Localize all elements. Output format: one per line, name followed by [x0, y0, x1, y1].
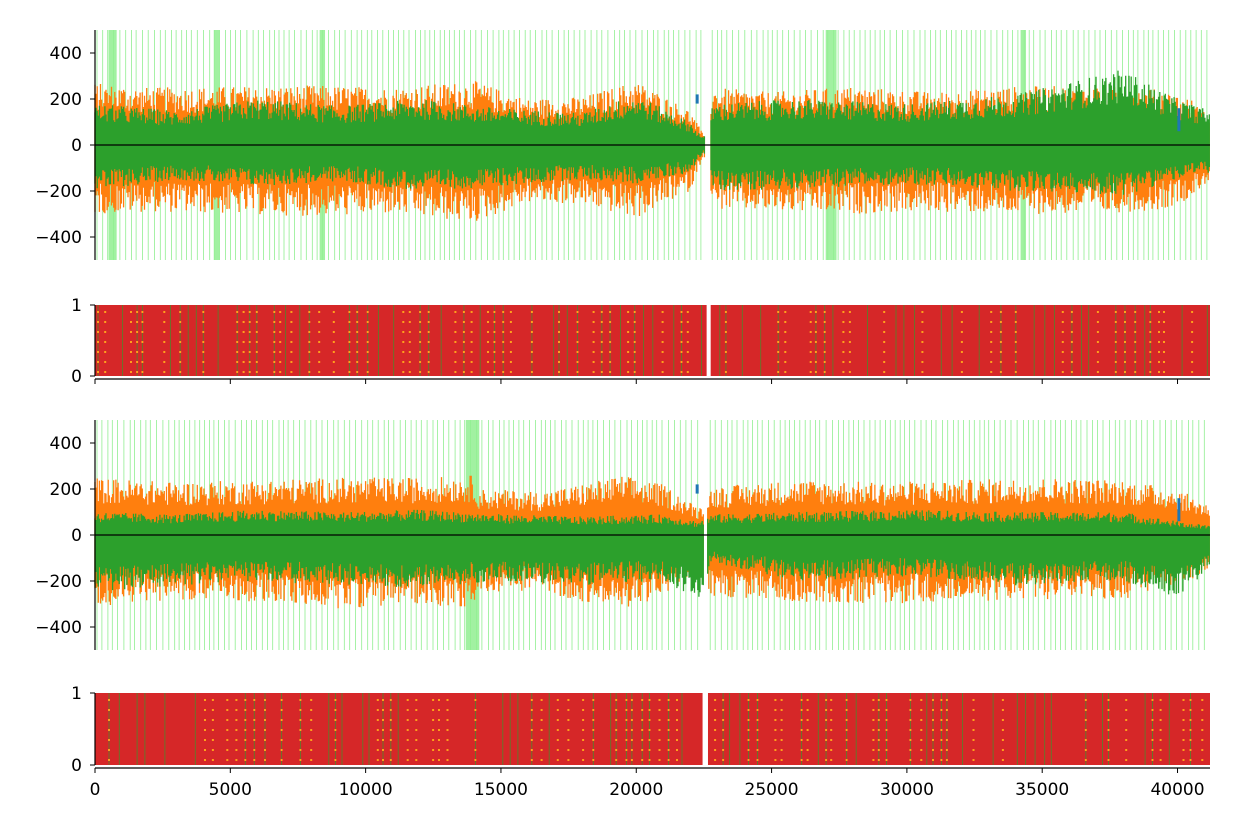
x-tick-label: 25000	[745, 780, 799, 800]
x-tick-label: 20000	[609, 780, 663, 800]
y-tick-label: 0	[71, 136, 82, 156]
panel-1: 400 200 0 −200 −400	[35, 30, 1210, 260]
x-tick-label: 5000	[209, 780, 252, 800]
y-tick-label: 1	[71, 684, 82, 704]
panel-2: 10	[71, 296, 1210, 387]
binary-green-lines	[97, 305, 1208, 376]
x-tick-label: 0	[90, 780, 101, 800]
x-tick-label: 40000	[1150, 780, 1204, 800]
y-tick-label: 0	[71, 526, 82, 546]
binary-orange-dots	[108, 699, 1204, 761]
x-tick-label: 10000	[339, 780, 393, 800]
y-tick-label: −200	[35, 572, 82, 592]
y-tick-label: −200	[35, 182, 82, 202]
binary-state-fill-2	[710, 305, 1210, 376]
y-tick-label: 0	[71, 367, 82, 387]
binary-orange-dots	[97, 311, 1194, 373]
x-tick-label: 35000	[1015, 780, 1069, 800]
x-tick-label: 30000	[880, 780, 934, 800]
y-tick-label: 400	[50, 434, 82, 454]
y-tick-label: 400	[50, 44, 82, 64]
binary-state-fill-2	[707, 693, 1210, 765]
y-tick-label: 1	[71, 296, 82, 316]
y-tick-label: 0	[71, 756, 82, 776]
y-tick-label: 200	[50, 480, 82, 500]
y-tick-label: −400	[35, 228, 82, 248]
binary-state-fill-1	[95, 305, 707, 376]
binary-state-fill-1	[95, 693, 703, 765]
panel-4: 1 00 5000 10000 15000 20000 25000 30000 35000 400…	[71, 684, 1210, 800]
y-tick-label: 200	[50, 90, 82, 110]
panel-3: 400 200 0 −200 −400	[35, 420, 1210, 650]
x-tick-label: 15000	[474, 780, 528, 800]
y-tick-label: −400	[35, 618, 82, 638]
